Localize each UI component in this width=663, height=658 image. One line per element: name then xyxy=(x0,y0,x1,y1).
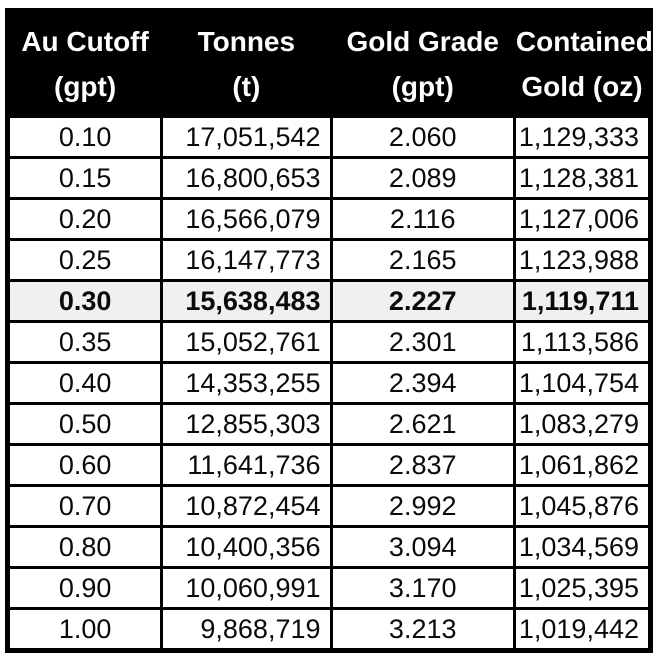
cell-grade: 3.094 xyxy=(329,525,516,569)
table-row: 0.70 10,872,454 2.992 1,045,876 xyxy=(5,484,653,528)
col-header-gold-grade-line1: Gold Grade xyxy=(346,26,499,57)
col-header-gold-grade: Gold Grade (gpt) xyxy=(329,9,516,118)
table-row: 0.20 16,566,079 2.116 1,127,006 xyxy=(5,197,653,241)
table-row: 0.15 16,800,653 2.089 1,128,381 xyxy=(5,156,653,200)
cell-grade: 2.089 xyxy=(329,156,516,200)
cell-grade: 2.621 xyxy=(329,402,516,446)
cell-cutoff: 0.90 xyxy=(5,566,164,610)
cell-contained-gold: 1,113,586 xyxy=(512,320,653,364)
cell-cutoff: 0.20 xyxy=(5,197,164,241)
cell-tonnes: 10,872,454 xyxy=(160,484,333,528)
cell-grade: 3.170 xyxy=(329,566,516,610)
cell-contained-gold: 1,034,569 xyxy=(512,525,653,569)
table-row: 0.80 10,400,356 3.094 1,034,569 xyxy=(5,525,653,569)
cell-tonnes: 17,051,542 xyxy=(160,115,333,159)
cell-tonnes: 12,855,303 xyxy=(160,402,333,446)
col-header-tonnes: Tonnes (t) xyxy=(160,9,333,118)
table-row: 0.35 15,052,761 2.301 1,113,586 xyxy=(5,320,653,364)
table-header: Au Cutoff (gpt) Tonnes (t) Gold Grade (g… xyxy=(5,9,653,118)
cell-cutoff: 0.30 xyxy=(5,279,164,323)
cell-tonnes: 10,060,991 xyxy=(160,566,333,610)
table-row: 0.10 17,051,542 2.060 1,129,333 xyxy=(5,115,653,159)
cell-grade: 2.116 xyxy=(329,197,516,241)
cell-cutoff: 0.10 xyxy=(5,115,164,159)
cell-tonnes: 16,800,653 xyxy=(160,156,333,200)
cell-contained-gold: 1,123,988 xyxy=(512,238,653,282)
col-header-contained-gold-line1: Contained xyxy=(515,26,653,57)
col-header-au-cutoff: Au Cutoff (gpt) xyxy=(5,9,164,118)
cell-cutoff: 0.80 xyxy=(5,525,164,569)
cell-tonnes: 15,638,483 xyxy=(160,279,333,323)
header-row: Au Cutoff (gpt) Tonnes (t) Gold Grade (g… xyxy=(5,9,653,118)
cell-cutoff: 0.40 xyxy=(5,361,164,405)
col-header-au-cutoff-line2: (gpt) xyxy=(54,71,117,102)
cell-grade: 2.394 xyxy=(329,361,516,405)
col-header-gold-grade-line2: (gpt) xyxy=(391,71,454,102)
cell-contained-gold: 1,127,006 xyxy=(512,197,653,241)
cell-cutoff: 0.50 xyxy=(5,402,164,446)
cell-tonnes: 16,566,079 xyxy=(160,197,333,241)
cell-cutoff: 0.60 xyxy=(5,443,164,487)
col-header-tonnes-line2: (t) xyxy=(232,71,261,102)
cell-contained-gold: 1,119,711 xyxy=(512,279,653,323)
cell-tonnes: 16,147,773 xyxy=(160,238,333,282)
table-row: 0.25 16,147,773 2.165 1,123,988 xyxy=(5,238,653,282)
cell-cutoff: 0.25 xyxy=(5,238,164,282)
table-row: 0.90 10,060,991 3.170 1,025,395 xyxy=(5,566,653,610)
cell-tonnes: 9,868,719 xyxy=(160,607,333,652)
cell-contained-gold: 1,129,333 xyxy=(512,115,653,159)
cell-cutoff: 0.70 xyxy=(5,484,164,528)
cell-grade: 2.227 xyxy=(329,279,516,323)
cell-cutoff: 1.00 xyxy=(5,607,164,652)
cell-contained-gold: 1,025,395 xyxy=(512,566,653,610)
cell-contained-gold: 1,061,862 xyxy=(512,443,653,487)
cell-contained-gold: 1,104,754 xyxy=(512,361,653,405)
cell-grade: 2.301 xyxy=(329,320,516,364)
grade-tonnage-table: Au Cutoff (gpt) Tonnes (t) Gold Grade (g… xyxy=(5,8,653,653)
table-row: 0.50 12,855,303 2.621 1,083,279 xyxy=(5,402,653,446)
cell-grade: 2.060 xyxy=(329,115,516,159)
table-row: 0.40 14,353,255 2.394 1,104,754 xyxy=(5,361,653,405)
table-row-highlighted: 0.30 15,638,483 2.227 1,119,711 xyxy=(5,279,653,323)
cell-grade: 3.213 xyxy=(329,607,516,652)
grade-tonnage-table-container: Au Cutoff (gpt) Tonnes (t) Gold Grade (g… xyxy=(5,8,653,653)
table-row: 0.60 11,641,736 2.837 1,061,862 xyxy=(5,443,653,487)
col-header-tonnes-line1: Tonnes xyxy=(197,26,296,57)
cell-contained-gold: 1,128,381 xyxy=(512,156,653,200)
table-body: 0.10 17,051,542 2.060 1,129,333 0.15 16,… xyxy=(5,115,653,652)
col-header-au-cutoff-line1: Au Cutoff xyxy=(21,26,149,57)
cell-tonnes: 10,400,356 xyxy=(160,525,333,569)
col-header-contained-gold: Contained Gold (oz) xyxy=(512,9,653,118)
cell-grade: 2.837 xyxy=(329,443,516,487)
cell-grade: 2.165 xyxy=(329,238,516,282)
col-header-contained-gold-line2: Gold (oz) xyxy=(521,71,643,102)
cell-tonnes: 14,353,255 xyxy=(160,361,333,405)
table-row: 1.00 9,868,719 3.213 1,019,442 xyxy=(5,607,653,652)
cell-contained-gold: 1,045,876 xyxy=(512,484,653,528)
cell-contained-gold: 1,083,279 xyxy=(512,402,653,446)
cell-grade: 2.992 xyxy=(329,484,516,528)
cell-cutoff: 0.15 xyxy=(5,156,164,200)
cell-contained-gold: 1,019,442 xyxy=(512,607,653,652)
cell-cutoff: 0.35 xyxy=(5,320,164,364)
cell-tonnes: 11,641,736 xyxy=(160,443,333,487)
cell-tonnes: 15,052,761 xyxy=(160,320,333,364)
